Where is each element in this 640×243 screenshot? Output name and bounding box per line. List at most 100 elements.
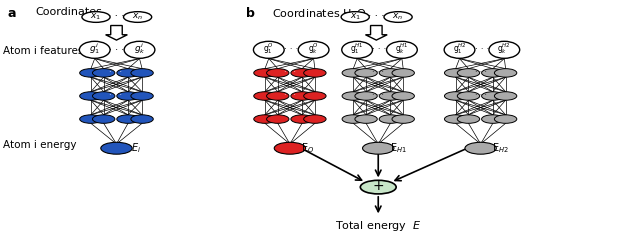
Text: $x_n$: $x_n$ [132, 12, 143, 22]
Text: · · ·: · · · [372, 68, 384, 78]
Text: g$_1^O$: g$_1^O$ [263, 41, 275, 56]
Text: g$_k^O$: g$_k^O$ [308, 41, 319, 56]
Text: a: a [8, 7, 16, 20]
Circle shape [392, 92, 415, 100]
Text: $x_n$: $x_n$ [392, 12, 404, 22]
Circle shape [291, 69, 314, 77]
Circle shape [79, 69, 102, 77]
FancyArrow shape [365, 26, 387, 40]
Circle shape [342, 115, 365, 123]
Text: · · ·: · · · [372, 45, 387, 54]
Text: $E_i$: $E_i$ [131, 141, 141, 155]
Circle shape [495, 92, 517, 100]
Text: $x_1$: $x_1$ [90, 12, 102, 22]
Circle shape [100, 142, 132, 154]
Text: g$_1^{H1}$: g$_1^{H1}$ [350, 41, 364, 56]
Text: E$_{H2}$: E$_{H2}$ [492, 141, 509, 155]
Circle shape [342, 92, 365, 100]
Circle shape [355, 115, 378, 123]
Ellipse shape [124, 41, 155, 58]
Text: Coordinates: Coordinates [35, 7, 102, 17]
Circle shape [253, 115, 276, 123]
Circle shape [131, 69, 154, 77]
Circle shape [304, 115, 326, 123]
Text: +: + [372, 179, 384, 193]
Circle shape [379, 115, 402, 123]
Circle shape [131, 115, 154, 123]
Ellipse shape [79, 41, 110, 58]
Text: · · ·: · · · [284, 68, 296, 78]
Circle shape [275, 142, 306, 154]
Ellipse shape [444, 41, 475, 58]
Circle shape [444, 92, 467, 100]
Text: E$_O$: E$_O$ [301, 141, 315, 155]
Text: $x_1$: $x_1$ [349, 12, 361, 22]
Text: · · ·: · · · [372, 91, 384, 101]
Text: · · ·: · · · [284, 45, 298, 54]
Text: · · ·: · · · [109, 91, 122, 101]
Circle shape [384, 12, 412, 22]
Circle shape [355, 92, 378, 100]
Circle shape [392, 69, 415, 77]
Circle shape [342, 69, 365, 77]
FancyArrow shape [106, 26, 127, 40]
Ellipse shape [253, 41, 284, 58]
Circle shape [93, 69, 115, 77]
Circle shape [495, 69, 517, 77]
Circle shape [458, 92, 480, 100]
Circle shape [481, 69, 504, 77]
Circle shape [495, 115, 517, 123]
Text: Total energy  $E$: Total energy $E$ [335, 219, 422, 233]
Circle shape [82, 12, 110, 22]
Text: g$_k^{H1}$: g$_k^{H1}$ [395, 41, 409, 56]
Circle shape [304, 69, 326, 77]
Circle shape [267, 69, 289, 77]
Text: g$_1^{H2}$: g$_1^{H2}$ [452, 41, 467, 56]
Circle shape [116, 69, 140, 77]
Text: · · ·: · · · [108, 11, 125, 21]
Ellipse shape [387, 41, 417, 58]
Circle shape [267, 92, 289, 100]
Circle shape [253, 92, 276, 100]
Text: g$_k^{H2}$: g$_k^{H2}$ [497, 41, 511, 56]
Circle shape [253, 69, 276, 77]
Circle shape [116, 92, 140, 100]
Text: $g_k^i$: $g_k^i$ [134, 41, 145, 56]
Ellipse shape [298, 41, 329, 58]
Text: $g_1^i$: $g_1^i$ [89, 41, 100, 56]
Text: · · ·: · · · [109, 68, 122, 78]
Circle shape [79, 115, 102, 123]
Circle shape [291, 115, 314, 123]
Text: · · ·: · · · [475, 91, 486, 101]
Text: · · ·: · · · [475, 45, 489, 54]
Text: b: b [246, 7, 255, 20]
Circle shape [444, 69, 467, 77]
Circle shape [79, 92, 102, 100]
Circle shape [355, 69, 378, 77]
Text: Atom i features: Atom i features [3, 46, 84, 56]
Text: · · ·: · · · [109, 45, 125, 55]
Circle shape [131, 92, 154, 100]
Circle shape [124, 12, 152, 22]
Circle shape [291, 92, 314, 100]
Circle shape [379, 92, 402, 100]
Circle shape [93, 115, 115, 123]
Text: Coordinates H$_2$O: Coordinates H$_2$O [272, 7, 366, 21]
Circle shape [392, 115, 415, 123]
Text: E$_{H1}$: E$_{H1}$ [390, 141, 407, 155]
Circle shape [444, 115, 467, 123]
Text: · · ·: · · · [368, 11, 385, 21]
Circle shape [481, 92, 504, 100]
Text: · · ·: · · · [284, 91, 296, 101]
Ellipse shape [489, 41, 520, 58]
Circle shape [93, 92, 115, 100]
Circle shape [360, 180, 396, 194]
Text: Atom i energy: Atom i energy [3, 139, 77, 150]
Circle shape [465, 142, 497, 154]
Circle shape [341, 12, 369, 22]
Circle shape [116, 115, 140, 123]
Circle shape [304, 92, 326, 100]
Text: · · ·: · · · [475, 68, 486, 78]
Ellipse shape [342, 41, 372, 58]
Circle shape [458, 69, 480, 77]
